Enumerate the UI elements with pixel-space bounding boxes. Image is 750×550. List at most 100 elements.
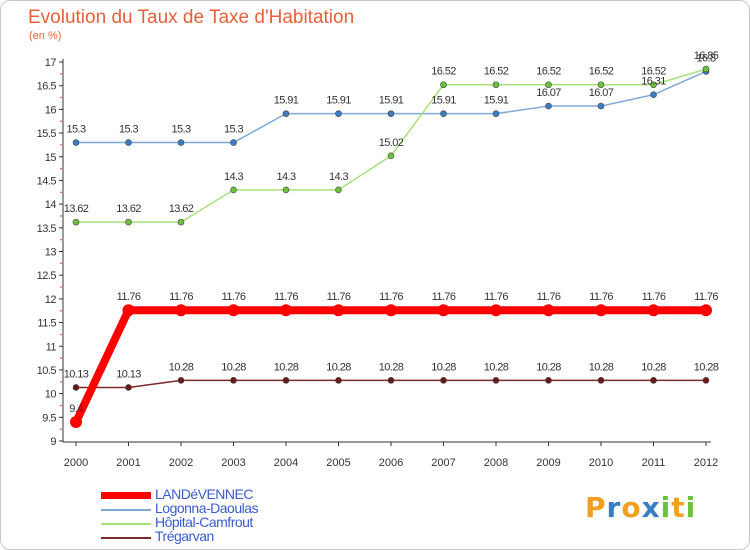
data-label: 10.28 — [431, 361, 456, 373]
logo-letter: i — [685, 491, 697, 524]
data-point — [542, 304, 555, 317]
y-tick-label: 9.5 — [42, 412, 56, 424]
data-label: 14.3 — [224, 171, 243, 183]
data-point — [545, 81, 552, 89]
data-label: 16.52 — [589, 66, 614, 78]
data-point — [597, 377, 605, 384]
data-label: 14.3 — [276, 171, 295, 183]
data-point — [282, 110, 290, 117]
data-label: 15.91 — [326, 95, 351, 107]
data-label: 11.76 — [589, 291, 613, 303]
data-point — [647, 304, 660, 317]
data-label: 11.76 — [642, 291, 666, 303]
y-tick-label: 10.5 — [37, 365, 57, 377]
data-label: 13.62 — [169, 203, 194, 215]
data-label: 10.28 — [169, 361, 194, 373]
y-minor-tick — [60, 144, 62, 146]
y-tick-label: 11.5 — [37, 318, 56, 330]
logo-letter: i — [660, 491, 672, 524]
data-point — [335, 377, 342, 384]
data-point — [440, 377, 447, 384]
data-label: 16.52 — [484, 66, 509, 78]
data-point — [282, 377, 290, 384]
data-point — [650, 377, 657, 384]
data-label: 10.28 — [326, 361, 351, 373]
data-point — [332, 304, 345, 317]
data-label: 11.76 — [222, 291, 246, 303]
data-point — [280, 304, 292, 317]
data-point — [490, 304, 502, 317]
data-label: 11.76 — [694, 291, 718, 303]
data-point — [230, 139, 237, 146]
y-tick-label: 9 — [50, 436, 56, 448]
y-minor-tick — [60, 309, 62, 312]
y-minor-tick — [60, 73, 62, 75]
data-label: 10.13 — [64, 368, 89, 380]
data-label: 11.76 — [379, 291, 403, 303]
data-label: 15.3 — [171, 124, 190, 136]
y-tick-label: 14 — [45, 199, 57, 211]
data-label: 15.3 — [119, 124, 138, 136]
data-point — [282, 186, 290, 194]
data-label: 13.62 — [116, 203, 141, 215]
x-tick-label: 2004 — [274, 457, 298, 469]
data-point — [702, 377, 710, 384]
data-point — [227, 304, 240, 317]
data-point — [72, 384, 80, 391]
data-point — [70, 416, 82, 429]
data-point — [230, 186, 237, 194]
data-label: 15.3 — [224, 124, 243, 136]
data-point — [230, 377, 237, 384]
y-tick-label: 11 — [46, 341, 57, 353]
legend-label-tregarvan: Trégarvan — [155, 528, 214, 544]
data-point — [595, 304, 607, 317]
data-label: 15.02 — [379, 137, 404, 149]
data-point — [175, 304, 187, 317]
data-label: 15.3 — [66, 124, 85, 136]
data-label: 10.28 — [536, 361, 561, 373]
x-tick-label: 2012 — [694, 457, 718, 469]
x-tick-label: 2010 — [589, 457, 613, 469]
data-point — [597, 102, 605, 110]
data-label: 11.76 — [117, 291, 141, 303]
data-point — [702, 65, 710, 73]
legend-label-landevennec: LANDéVENNEC — [155, 486, 253, 502]
logo-letter: t — [671, 491, 686, 524]
data-point — [387, 152, 395, 160]
data-label: 16.31 — [641, 76, 666, 88]
x-tick-label: 2000 — [64, 457, 88, 469]
y-tick-label: 14.5 — [37, 175, 57, 187]
data-label: 10.28 — [694, 361, 719, 373]
data-label: 10.28 — [274, 361, 299, 373]
data-label: 16.07 — [536, 87, 561, 99]
data-point — [545, 102, 552, 110]
logo-letter: o — [621, 491, 642, 524]
y-minor-tick — [60, 215, 62, 217]
data-label: 16.52 — [641, 66, 666, 78]
data-label: 11.76 — [327, 291, 351, 303]
y-tick-label: 12.5 — [37, 270, 57, 282]
y-minor-tick — [60, 428, 62, 430]
y-tick-label: 16.5 — [37, 81, 57, 93]
x-tick-label: 2001 — [116, 457, 140, 469]
data-point — [122, 304, 135, 317]
x-tick-label: 2008 — [484, 457, 508, 469]
data-label: 16.52 — [431, 66, 456, 78]
data-label: 10.13 — [116, 368, 141, 380]
data-label: 11.76 — [274, 291, 298, 303]
data-point — [335, 186, 342, 194]
data-label: 14.3 — [329, 171, 348, 183]
data-point — [177, 139, 185, 146]
data-label: 9.4 — [69, 403, 83, 415]
y-minor-tick — [60, 380, 62, 383]
data-point — [597, 81, 605, 89]
data-label: 15.91 — [274, 95, 299, 107]
y-minor-tick — [60, 333, 62, 336]
legend-swatch-logonna-daoulas — [101, 509, 151, 511]
x-tick-label: 2011 — [642, 457, 666, 469]
data-point — [492, 110, 500, 117]
legend-label-logonna-daoulas: Logonna-Daoulas — [155, 500, 259, 516]
chart-title: Evolution du Taux de Taxe d'Habitation — [28, 7, 355, 28]
